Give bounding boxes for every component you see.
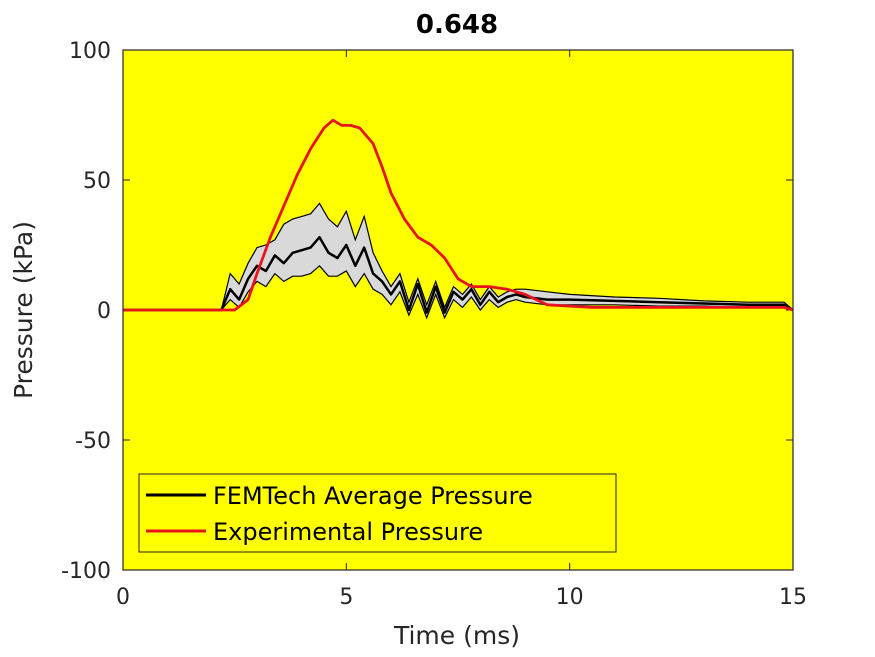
chart-title: 0.648: [416, 10, 498, 40]
legend-label-exp: Experimental Pressure: [213, 518, 483, 546]
legend-box: [138, 473, 617, 553]
y-tick-label: 0: [97, 299, 111, 324]
legend: FEMTech Average Pressure Experimental Pr…: [138, 473, 617, 553]
data-layer: [123, 118, 794, 320]
x-axis-label: Time (ms): [393, 621, 520, 650]
y-tick-label: -100: [61, 559, 111, 584]
tick-labels: 0 5 10 15 -100 -50 0 50 100: [61, 39, 807, 610]
x-tick-label: 0: [116, 585, 130, 610]
legend-label-fem: FEMTech Average Pressure: [213, 482, 533, 510]
y-tick-label: -50: [75, 429, 111, 454]
experimental-line: [123, 118, 794, 312]
x-tick-label: 5: [339, 585, 353, 610]
y-axis-label: Pressure (kPa): [9, 221, 38, 399]
x-tick-label: 15: [779, 585, 807, 610]
fem-average-line: [123, 235, 794, 314]
fem-band-upper-line: [123, 202, 794, 311]
x-tick-label: 10: [556, 585, 584, 610]
y-tick-label: 50: [83, 169, 111, 194]
plot-frame: [122, 49, 794, 571]
y-tick-label: 100: [69, 39, 111, 64]
fem-pressure-band: [123, 203, 793, 318]
